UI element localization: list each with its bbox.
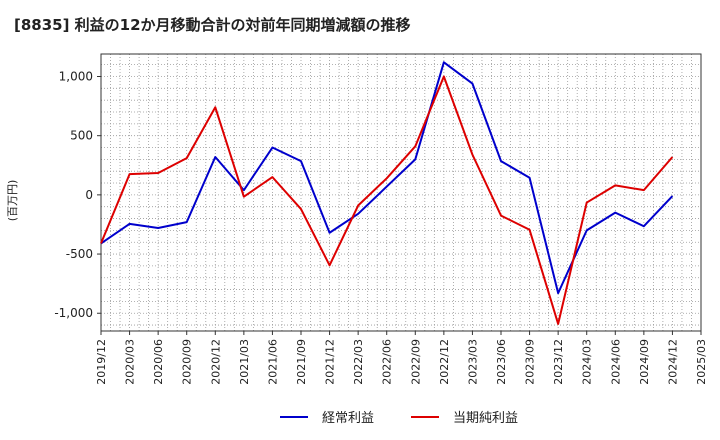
x-tick-label: 2021/03 [238, 339, 251, 385]
y-axis-label: (百万円) [6, 180, 19, 222]
x-tick-label: 2020/09 [181, 339, 194, 385]
series-line-1 [100, 61, 674, 295]
x-tick-label: 2020/12 [209, 339, 222, 385]
legend-label: 経常利益 [322, 411, 374, 426]
y-tick-label: 1,000 [59, 69, 93, 83]
grid [101, 54, 701, 331]
x-axis-ticks: 2019/12 2020/03 2020/06 2020/09 2020/12 2021/… [95, 331, 708, 385]
x-tick-label: 2023/03 [466, 339, 479, 385]
x-tick-label: 2024/03 [581, 339, 594, 385]
y-tick-label: -500 [66, 247, 93, 261]
legend: 経常利益 当期純利益 [280, 411, 518, 426]
x-tick-label: 2024/12 [666, 339, 679, 385]
x-tick-label: 2024/06 [609, 339, 622, 385]
y-axis-ticks: -1,000 -500 0 500 1,000 [54, 69, 101, 320]
x-tick-label: 2022/09 [409, 339, 422, 385]
x-tick-label: 2024/09 [638, 339, 651, 385]
x-tick-label: 2020/06 [152, 339, 165, 385]
x-tick-label: 2023/09 [524, 339, 537, 385]
x-tick-label: 2020/03 [124, 339, 137, 385]
y-tick-label: -1,000 [54, 306, 93, 320]
plot-frame [100, 53, 702, 332]
y-tick-label: 0 [85, 188, 93, 202]
x-tick-label: 2021/12 [324, 339, 337, 385]
x-tick-label: 2019/12 [95, 339, 108, 385]
x-tick-label: 2021/09 [295, 339, 308, 385]
x-tick-label: 2022/03 [352, 339, 365, 385]
x-tick-label: 2023/06 [495, 339, 508, 385]
x-tick-label: 2021/06 [266, 339, 279, 385]
x-tick-label: 2022/06 [381, 339, 394, 385]
series-lines [100, 61, 674, 325]
chart-title: [8835] 利益の12か月移動合計の対前年同期増減額の推移 [14, 16, 411, 34]
y-tick-label: 500 [70, 129, 93, 143]
x-tick-label: 2023/12 [552, 339, 565, 385]
x-tick-label: 2025/03 [695, 339, 708, 385]
series-line-2 [100, 75, 674, 325]
legend-label: 当期純利益 [453, 411, 518, 426]
x-tick-label: 2022/12 [438, 339, 451, 385]
